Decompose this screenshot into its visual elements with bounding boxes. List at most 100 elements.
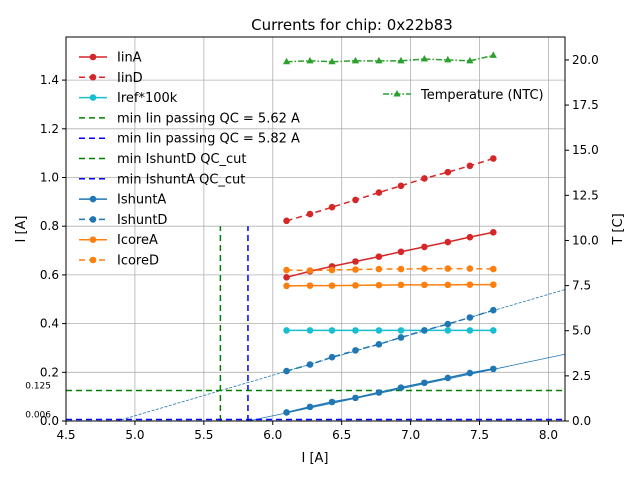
data-point-iina [466, 233, 474, 241]
x-tick-label: 6.0 [263, 428, 282, 442]
legend-marker [393, 90, 401, 97]
data-point-icored [397, 265, 405, 273]
x-axis-label: I [A] [301, 451, 328, 466]
legend-label: Temperature (NTC) [420, 88, 544, 103]
y2-tick-label: 2.5 [572, 369, 591, 383]
data-point-icored [375, 265, 383, 273]
data-point-ishuntd [421, 327, 428, 334]
legend-label: min Iin passing QC = 5.82 A [117, 132, 300, 147]
legend-entry: IcoreA [79, 233, 158, 248]
data-point-ishunta [283, 409, 290, 416]
legend-label: IshuntA [117, 193, 166, 208]
data-point-iind [328, 203, 336, 211]
data-point-iind [444, 168, 452, 176]
data-point-ishunta [397, 384, 405, 391]
data-point-temperature [328, 57, 336, 65]
series-line-icored [286, 267, 494, 272]
legend-label: min IshuntD QC_cut [117, 152, 247, 167]
data-point-icorea [444, 281, 452, 289]
legend-label: Iref*100k [117, 91, 178, 106]
y2-tick-label: 0.0 [572, 414, 591, 428]
data-point-ishunta [466, 369, 474, 377]
legend-entry-temperature: Temperature (NTC) [383, 88, 544, 103]
data-point-temperature [306, 56, 314, 64]
data-point-iref*100k [283, 327, 290, 334]
plot-frame [65, 36, 566, 422]
legend-entry: IinD [79, 71, 143, 86]
data-point-iind [466, 162, 474, 170]
data-point-temperature [466, 56, 474, 64]
data-point-ishuntd [490, 306, 497, 314]
chart-title: Currents for chip: 0x22b83 [251, 16, 453, 34]
data-point-ishuntd [397, 334, 405, 341]
data-point-iref*100k [490, 327, 497, 334]
data-point-icorea [283, 282, 290, 290]
legend-entry: min Iin passing QC = 5.82 A [79, 132, 300, 147]
x-tick-label: 8.0 [539, 428, 558, 442]
data-point-iind [283, 217, 290, 225]
data-point-icorea [466, 281, 474, 288]
y-extra-tick-label: 0.125 [25, 382, 51, 392]
y-tick-label: 0.0 [40, 414, 59, 428]
series-line-ishuntd [286, 309, 494, 372]
y2-tick-label: 10.0 [572, 233, 599, 247]
data-point-iref*100k [352, 327, 359, 334]
y-tick-label: 1.0 [40, 170, 59, 184]
legend-entry: min IshuntD QC_cut [79, 152, 247, 167]
y-tick-label: 0.6 [40, 268, 59, 282]
data-point-iind [306, 210, 314, 218]
series-line-iind [286, 157, 494, 222]
data-point-iref*100k [444, 327, 452, 334]
y-tick-label: 0.2 [40, 365, 59, 379]
data-point-icorea [421, 281, 428, 289]
x-tick-label: 7.5 [470, 428, 489, 442]
data-point-iref*100k [466, 327, 474, 334]
legend-marker [89, 236, 97, 243]
legend-marker [89, 195, 97, 203]
legend-label: IcoreA [117, 233, 158, 248]
y-tick-label: 0.8 [40, 219, 59, 233]
legend-entry: IcoreD [79, 254, 159, 269]
legend-entry: Iref*100k [79, 91, 178, 106]
data-point-iref*100k [306, 327, 314, 334]
data-point-ishuntd [306, 361, 314, 368]
legend-marker [89, 256, 97, 264]
data-point-temperature [397, 56, 405, 64]
data-point-iind [352, 196, 359, 204]
x-tick-label: 4.5 [56, 428, 75, 442]
y-extra-tick-label: 0.006 [25, 411, 51, 421]
data-point-temperature [444, 55, 452, 63]
legend-label: IinA [117, 51, 142, 66]
y2-tick-label: 7.5 [572, 279, 591, 293]
legend-label: IcoreD [117, 254, 159, 269]
data-point-iina [283, 274, 290, 281]
data-point-iind [421, 175, 428, 182]
legend-entry: IshuntA [79, 193, 166, 208]
data-point-ishuntd [328, 353, 336, 361]
data-point-temperature [375, 56, 383, 64]
data-point-ishunta [328, 398, 336, 406]
data-point-ishunta [421, 379, 428, 387]
legend-label: min Iin passing QC = 5.62 A [117, 111, 300, 126]
legend-entry: min Iin passing QC = 5.62 A [79, 111, 300, 126]
data-point-ishunta [352, 394, 359, 402]
data-point-icored [444, 265, 452, 272]
data-point-icorea [397, 281, 405, 289]
data-point-temperature [489, 51, 497, 58]
legend-entry: IinA [79, 51, 142, 66]
y-tick-label: 1.4 [40, 73, 59, 87]
data-point-ishunta [490, 365, 497, 373]
y-tick-label: 1.2 [40, 122, 59, 136]
data-point-iina [444, 238, 452, 246]
series-line-iina [286, 231, 494, 279]
data-point-temperature [351, 56, 360, 64]
y-axis-label: I [A] [14, 215, 29, 242]
data-point-icorea [352, 282, 359, 289]
y2-tick-label: 15.0 [572, 143, 599, 157]
data-point-icored [421, 265, 428, 272]
series-line-icorea [286, 283, 494, 287]
data-point-icored [466, 265, 474, 272]
legend-entry: min IshuntA QC_cut [79, 172, 245, 187]
data-point-icorea [375, 281, 383, 289]
